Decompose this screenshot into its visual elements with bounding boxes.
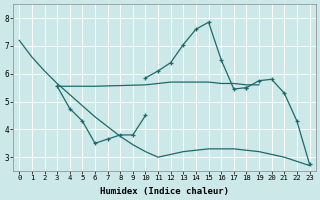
X-axis label: Humidex (Indice chaleur): Humidex (Indice chaleur)	[100, 187, 229, 196]
